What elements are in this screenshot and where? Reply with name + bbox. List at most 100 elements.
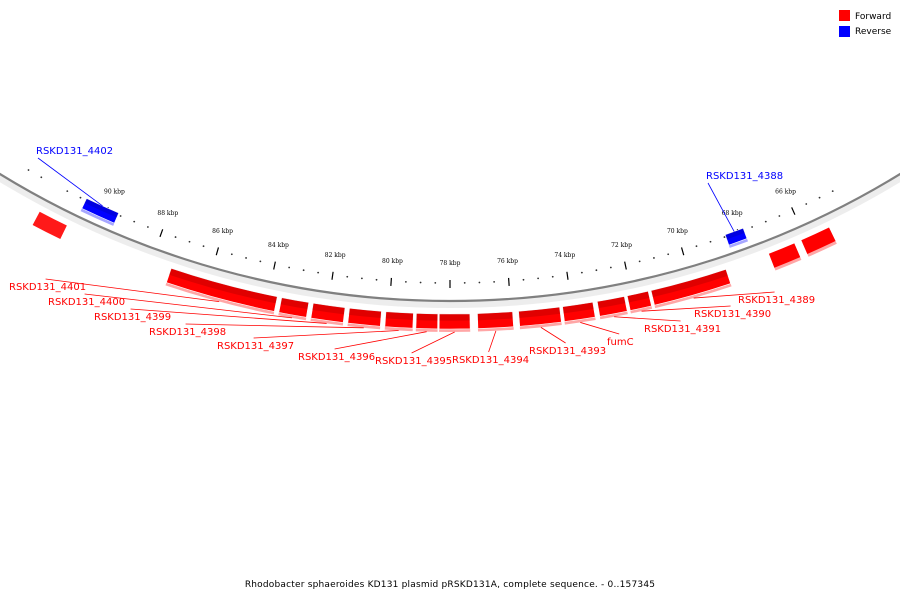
scale-minor-tick	[259, 260, 262, 263]
scale-tick-label: 66 kbp	[775, 189, 796, 196]
gene-arrow-partial	[801, 227, 836, 255]
map-caption: Rhodobacter sphaeroides KD131 plasmid pR…	[245, 580, 655, 590]
scale-minor-tick	[667, 253, 670, 256]
gene-leader-line	[411, 331, 455, 354]
gene-arrow	[650, 268, 731, 306]
gene-rskd131_4396	[415, 313, 439, 332]
scale-minor-tick	[146, 226, 149, 228]
scale-minor-tick	[288, 266, 291, 269]
scale-minor-tick	[27, 169, 30, 171]
scale-major-tick	[566, 271, 569, 280]
label-layer: RSKD131_4402 RSKD131_4401 RSKD131_4400 RSKD…	[9, 146, 815, 367]
gene-label: fumC	[607, 337, 634, 348]
gene-shade	[477, 311, 513, 321]
scale-tick-label: 72 kbp	[611, 242, 632, 249]
gene-fumc	[562, 301, 596, 325]
gene-rskd131_4399	[310, 302, 346, 326]
scale-major-tick	[331, 271, 334, 280]
gene-arrow	[278, 297, 310, 318]
gene-label: RSKD131_4398	[149, 327, 226, 338]
scale-tick-label: 76 kbp	[497, 258, 518, 265]
gene-label: RSKD131_4402	[36, 146, 113, 157]
scale-minor-tick	[493, 280, 496, 283]
gene-leader-line	[614, 316, 681, 322]
gene-label: RSKD131_4397	[217, 341, 294, 352]
scale-minor-tick	[695, 245, 698, 248]
scale-minor-tick	[522, 278, 525, 281]
scale-minor-tick	[653, 257, 655, 259]
scale-minor-tick	[245, 257, 247, 259]
gene-arrow-partial	[32, 211, 67, 240]
gene-arrow	[310, 302, 346, 323]
gene-leader-line	[641, 305, 731, 312]
legend: Forward Reverse	[839, 10, 892, 37]
gene-label: RSKD131_4400	[48, 297, 125, 308]
scale-minor-tick	[66, 190, 69, 193]
gene-leader-line	[130, 308, 327, 324]
gene-leader-line	[37, 157, 103, 207]
scale-tick-label: 90 kbp	[104, 189, 125, 196]
gene-shade	[385, 311, 414, 320]
gene-rskd131_4394	[477, 311, 514, 332]
gene-arrow-partial	[768, 243, 801, 268]
scale-minor-tick	[404, 280, 407, 283]
gene-leader-line	[84, 293, 293, 319]
gene-shade	[169, 268, 278, 304]
scale-minor-tick	[375, 278, 378, 281]
gene-rskd131_4389	[650, 268, 732, 309]
scale-minor-tick	[40, 176, 43, 179]
gene-arrow	[347, 307, 382, 327]
gene-arrow	[562, 301, 596, 322]
gene-rskd131_4402	[80, 198, 120, 226]
gene-arrow	[477, 311, 514, 329]
scale-minor-tick	[609, 266, 612, 269]
scale-minor-tick	[551, 275, 554, 278]
scale-minor-tick	[723, 236, 726, 238]
gene-rskd131_4401	[165, 267, 278, 315]
gene-shade	[597, 296, 626, 309]
scale-minor-tick	[302, 269, 305, 272]
scale-tick-label: 70 kbp	[667, 228, 688, 235]
scale-tick-label: 84 kbp	[268, 242, 289, 249]
gene-rskd131_4388	[724, 227, 749, 248]
gene-leader-line	[540, 327, 566, 344]
scale-minor-tick	[638, 260, 641, 263]
gene-rskd131_4397	[384, 311, 414, 332]
gene-leader-line	[334, 331, 427, 350]
scale-minor-tick	[174, 236, 177, 238]
gene-label: RSKD131_4396	[298, 352, 375, 363]
scale-minor-tick	[463, 281, 466, 284]
gene-leader-line	[45, 278, 220, 303]
gene-shade	[312, 303, 346, 315]
scale-layer: 90 kbp 88 kbp 86 kbp 84 kbp 82 kbp 80 kbp 78 k…	[27, 169, 834, 288]
gene-arrow	[626, 290, 652, 311]
scale-minor-tick	[805, 203, 808, 205]
legend-forward-swatch	[839, 10, 850, 21]
scale-major-tick	[273, 261, 276, 270]
gene-arrow	[415, 313, 439, 330]
legend-forward-label: Forward	[855, 12, 891, 22]
gene-rskd131_4393	[518, 306, 562, 330]
gene-arrow	[81, 198, 120, 224]
scale-minor-tick	[580, 271, 583, 274]
gene-leader-line	[185, 323, 364, 329]
gene-shade	[627, 291, 650, 303]
scale-tick-label: 88 kbp	[157, 210, 178, 217]
gene-label: RSKD131_4391	[644, 324, 721, 335]
scale-major-tick	[390, 277, 393, 286]
gene-label: RSKD131_4394	[452, 355, 529, 366]
scale-tick-label: 74 kbp	[554, 252, 575, 259]
scale-minor-tick	[317, 271, 320, 274]
scale-tick-label: 78 kbp	[440, 260, 461, 267]
gene-arrow	[724, 227, 748, 246]
gene-leader-line	[488, 330, 497, 353]
scale-tick-label: 68 kbp	[722, 210, 743, 217]
scale-tick-label: 82 kbp	[325, 252, 346, 259]
gene-arrow	[438, 313, 471, 330]
scale-minor-tick	[346, 275, 349, 278]
scale-major-tick	[680, 247, 685, 256]
scale-minor-tick	[709, 240, 712, 243]
gene-shade	[439, 313, 470, 321]
scale-minor-tick	[188, 240, 191, 243]
